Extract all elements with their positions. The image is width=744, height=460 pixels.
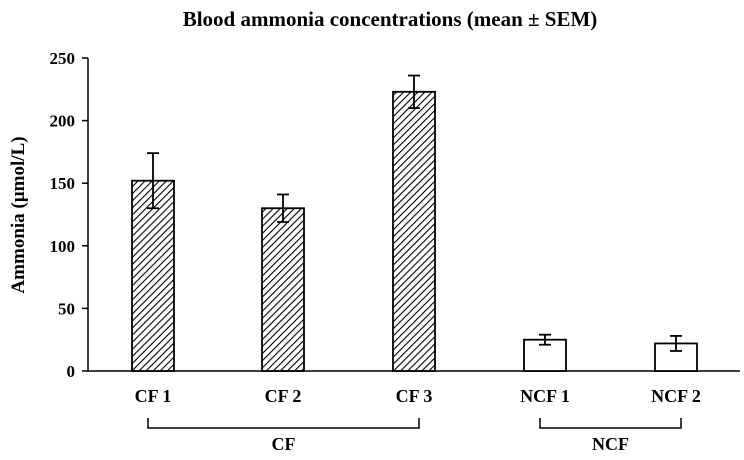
chart-title: Blood ammonia concentrations (mean ± SEM… xyxy=(183,7,598,31)
group-bracket-ncf xyxy=(539,418,682,429)
x-tick-label-cf-1: CF 1 xyxy=(135,386,172,406)
error-bar-cf-1 xyxy=(147,152,159,210)
error-bar-cf-3 xyxy=(408,74,420,109)
y-tick-label-100: 100 xyxy=(50,237,76,256)
x-tick-label-ncf-1: NCF 1 xyxy=(520,386,570,406)
group-label-ncf: NCF xyxy=(592,434,629,454)
y-tick-label-250: 250 xyxy=(50,49,76,68)
y-tick-label-200: 200 xyxy=(50,112,76,131)
error-bar-ncf-1 xyxy=(539,333,551,346)
y-tick-label-50: 50 xyxy=(58,299,75,318)
group-bracket-cf xyxy=(147,418,420,429)
error-bar-cf-2 xyxy=(277,193,289,223)
y-tick-label-0: 0 xyxy=(67,362,76,381)
group-label-cf: CF xyxy=(272,434,296,454)
error-bar-ncf-2 xyxy=(670,335,682,352)
bar-cf-1 xyxy=(131,179,175,372)
x-tick-label-ncf-2: NCF 2 xyxy=(651,386,701,406)
x-tick-label-cf-2: CF 2 xyxy=(265,386,302,406)
x-tick-label-cf-3: CF 3 xyxy=(396,386,433,406)
bar-cf-3 xyxy=(392,90,436,372)
bar-cf-2 xyxy=(261,207,305,372)
y-axis-label: Ammonia (µmol/L) xyxy=(8,136,29,293)
y-tick-label-150: 150 xyxy=(50,174,76,193)
